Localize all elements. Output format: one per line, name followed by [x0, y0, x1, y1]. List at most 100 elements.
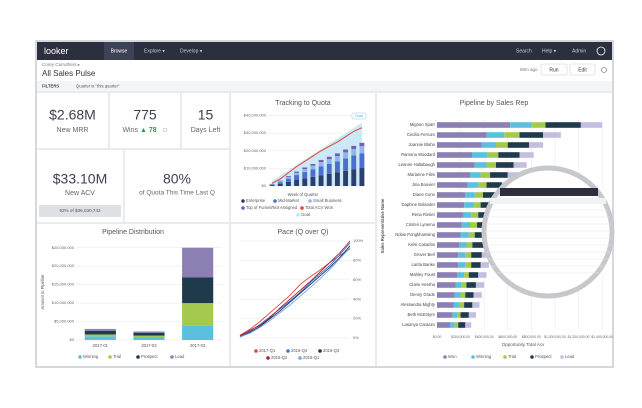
legend-label: Trial	[508, 354, 516, 359]
bar-segment	[310, 165, 316, 170]
y-tick-label: Kelsi Casados	[408, 242, 435, 247]
y-tick-label: Grover Berl	[414, 252, 435, 257]
x-tick-label: $200,000.00	[451, 335, 470, 339]
bar-segment	[326, 159, 332, 164]
dashboard-title: All Sales Pulse	[42, 69, 96, 78]
bar-segment	[465, 192, 475, 198]
x-tick-label: 2017-03	[190, 343, 206, 348]
bar-segment	[437, 152, 473, 158]
bar-segment	[84, 334, 116, 337]
legend-swatch	[273, 199, 277, 203]
legend-swatch	[254, 349, 258, 353]
run-button[interactable]	[540, 63, 568, 76]
y-tick-label: Cristen Lynema	[406, 222, 436, 227]
nav-help[interactable]: Help ▾	[542, 48, 557, 54]
kpi-value: $33.10M	[53, 171, 107, 187]
tile	[37, 93, 108, 148]
bar-segment	[437, 142, 482, 148]
bar-segment	[326, 163, 332, 174]
y-tick-label: Daphine Bolander	[401, 202, 435, 207]
bar-segment	[334, 156, 340, 162]
bar-segment	[359, 168, 365, 186]
bar-segment	[513, 162, 527, 168]
filters-label[interactable]: FILTERS	[42, 84, 59, 89]
bar-segment	[437, 282, 456, 288]
bar-segment	[437, 162, 475, 168]
bar-segment	[437, 172, 471, 178]
bar-segment	[464, 272, 469, 278]
bar-segment	[474, 232, 487, 238]
info-icon[interactable]	[162, 127, 168, 133]
bar-segment	[455, 282, 462, 288]
kpi-value: 15	[198, 107, 214, 123]
legend-label: Lead	[175, 354, 185, 359]
nav-search[interactable]: Search	[516, 48, 532, 54]
y-tick-label: Lasonya Caraazo	[402, 322, 435, 327]
progress-box	[39, 205, 121, 217]
bar-segment	[302, 169, 308, 173]
nav-item[interactable]: Browse	[111, 48, 128, 54]
edit-label[interactable]: Edit	[578, 67, 587, 73]
bar-segment	[269, 184, 275, 186]
y-tick-label: 20%	[353, 316, 361, 321]
legend-swatch	[241, 206, 245, 210]
y-tick-label: $10,000,000	[52, 300, 75, 305]
nav-item[interactable]: Develop ▾	[180, 48, 203, 54]
bar-segment	[457, 272, 465, 278]
y-tick-label: Denny Grade	[410, 292, 436, 297]
legend-swatch	[266, 356, 270, 360]
tile	[125, 150, 229, 222]
legend-swatch	[78, 355, 82, 359]
nav-item[interactable]: Explore ▾	[144, 48, 165, 54]
bar-segment	[277, 180, 283, 182]
y-tick-label: Ramona Woodard	[401, 152, 436, 157]
avatar[interactable]	[596, 46, 606, 56]
run-label[interactable]: Run	[549, 67, 558, 73]
bar-segment	[504, 132, 520, 138]
bar-segment	[478, 272, 487, 278]
edit-button[interactable]	[569, 63, 596, 76]
y-tick-label: 80%	[353, 257, 361, 262]
y-axis-label: Sales Representative Name	[380, 198, 385, 253]
x-tick-label: $600,000.00	[498, 335, 517, 339]
bar-segment	[318, 159, 324, 163]
breadcrumb[interactable]: Corey Carruthers ▸	[42, 62, 81, 67]
bar-segment	[302, 172, 308, 179]
kpi-change: ▲ 78	[140, 127, 157, 134]
kpi-label: of Quota This Time Last Q	[139, 190, 215, 197]
filter[interactable]: Quarter is "this quarter"	[76, 84, 120, 89]
bar-segment	[458, 322, 466, 328]
bar-segment	[334, 153, 340, 157]
bar-segment	[466, 242, 473, 248]
magnifier-lens	[481, 165, 615, 299]
legend-label: Winning	[476, 354, 492, 359]
bar-segment	[519, 132, 544, 138]
legend-swatch	[318, 349, 322, 353]
nav-admin[interactable]: Admin	[572, 48, 586, 54]
legend-label: Prospect	[535, 354, 552, 359]
legend-swatch	[503, 355, 507, 359]
bar-segment	[84, 336, 116, 340]
x-tick-label: 2017-02	[141, 343, 157, 348]
y-tick-label: $20,000,000	[52, 263, 75, 268]
y-tick-label: Cecilia Ferruzo	[407, 132, 436, 137]
navbar	[37, 42, 612, 60]
legend-swatch	[241, 199, 245, 203]
bar-segment	[437, 242, 460, 248]
y-tick-label: $40,000,000	[244, 113, 267, 118]
bar-segment	[531, 122, 546, 128]
x-tick-label: $0.00	[433, 335, 442, 339]
bar-segment	[543, 132, 561, 138]
bar-segment	[498, 152, 520, 158]
bar-segment	[457, 312, 461, 318]
bar-segment	[294, 175, 300, 181]
bar-segment	[437, 192, 466, 198]
legend-label: Lead	[565, 354, 575, 359]
line	[271, 127, 363, 184]
line	[239, 240, 351, 337]
bar-segment	[453, 302, 460, 308]
settings-icon[interactable]	[601, 67, 607, 73]
bar-segment	[302, 167, 308, 170]
bar-segment	[84, 330, 116, 335]
